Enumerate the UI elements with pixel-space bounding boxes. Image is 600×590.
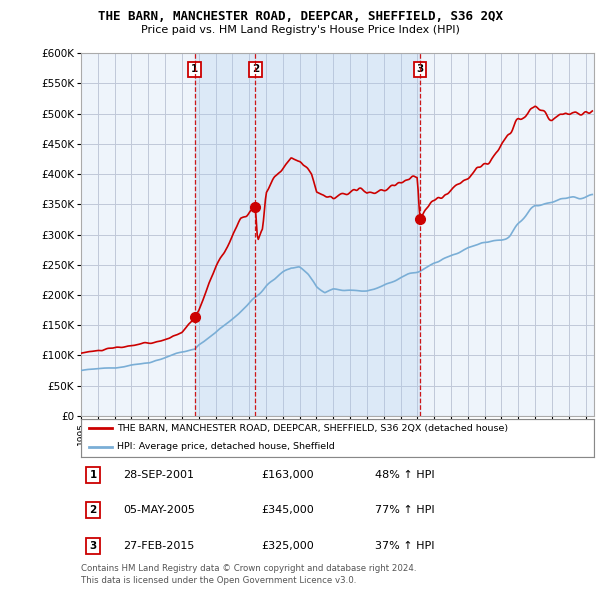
Text: Contains HM Land Registry data © Crown copyright and database right 2024.: Contains HM Land Registry data © Crown c… [81,565,416,573]
Text: HPI: Average price, detached house, Sheffield: HPI: Average price, detached house, Shef… [117,442,335,451]
Text: 48% ↑ HPI: 48% ↑ HPI [375,470,434,480]
Text: THE BARN, MANCHESTER ROAD, DEEPCAR, SHEFFIELD, S36 2QX: THE BARN, MANCHESTER ROAD, DEEPCAR, SHEF… [97,10,503,23]
Text: 1: 1 [191,64,198,74]
Bar [194,53,420,416]
Text: £325,000: £325,000 [261,541,314,550]
Text: 3: 3 [416,64,424,74]
Text: This data is licensed under the Open Government Licence v3.0.: This data is licensed under the Open Gov… [81,576,356,585]
Text: 3: 3 [89,541,97,550]
Text: 2: 2 [89,506,97,515]
Text: 77% ↑ HPI: 77% ↑ HPI [375,506,434,515]
Text: 05-MAY-2005: 05-MAY-2005 [123,506,195,515]
Text: 37% ↑ HPI: 37% ↑ HPI [375,541,434,550]
Text: 27-FEB-2015: 27-FEB-2015 [123,541,194,550]
Text: THE BARN, MANCHESTER ROAD, DEEPCAR, SHEFFIELD, S36 2QX (detached house): THE BARN, MANCHESTER ROAD, DEEPCAR, SHEF… [117,424,508,433]
Text: £345,000: £345,000 [261,506,314,515]
Text: 28-SEP-2001: 28-SEP-2001 [123,470,194,480]
Text: 1: 1 [89,470,97,480]
Text: 2: 2 [252,64,259,74]
Text: £163,000: £163,000 [261,470,314,480]
Text: Price paid vs. HM Land Registry's House Price Index (HPI): Price paid vs. HM Land Registry's House … [140,25,460,35]
